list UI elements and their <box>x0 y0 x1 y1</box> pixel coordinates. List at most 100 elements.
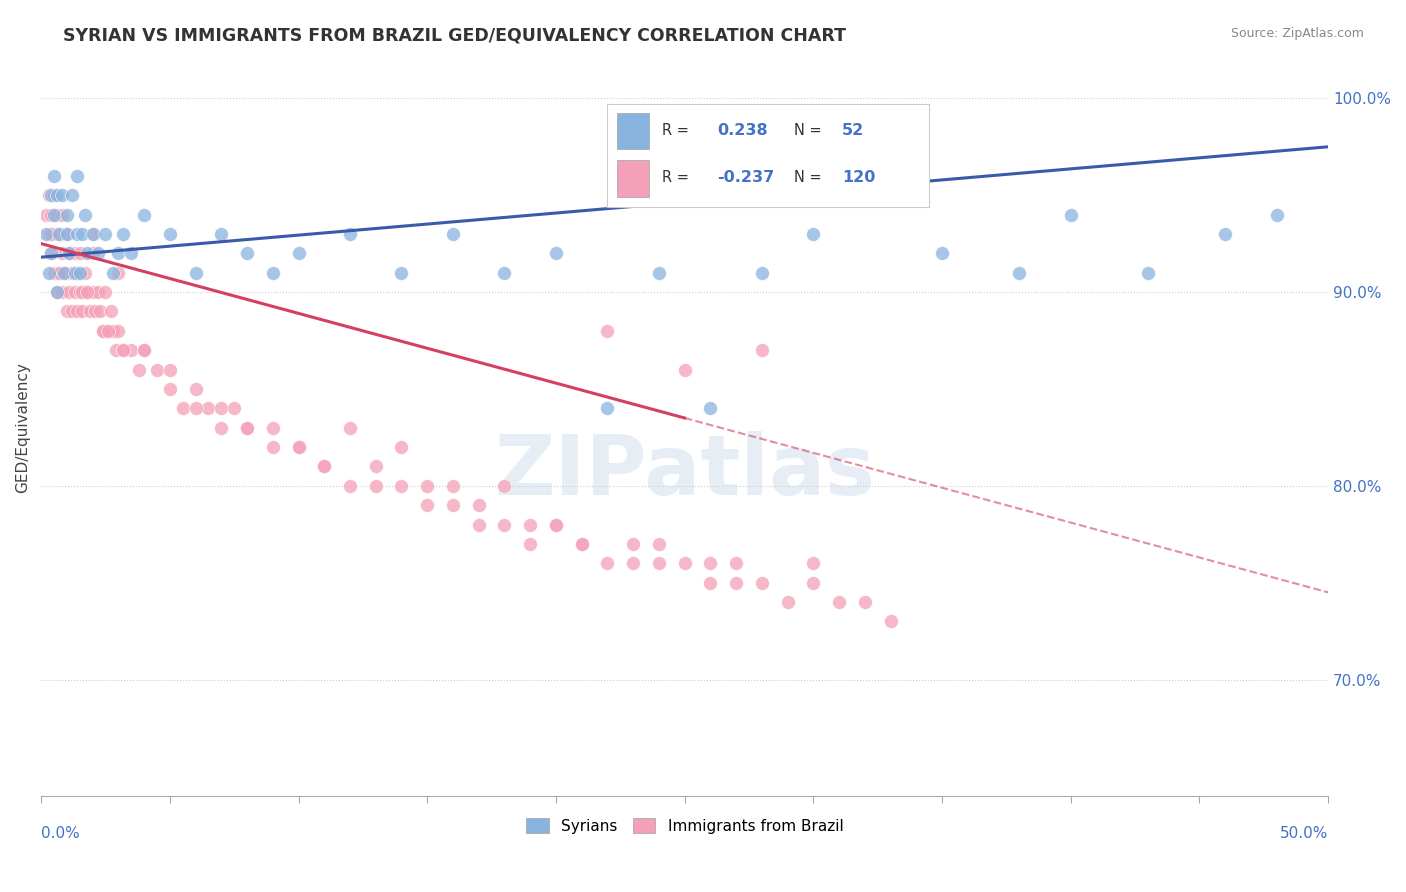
Point <box>38 188 60 202</box>
Point <box>45 188 67 202</box>
Point <box>828 595 851 609</box>
Point <box>801 575 824 590</box>
Point <box>42 188 65 202</box>
Point <box>132 208 155 222</box>
Point <box>751 343 773 358</box>
Point <box>339 420 361 434</box>
Point <box>56 227 79 241</box>
Point <box>72 304 94 318</box>
Point <box>82 285 104 299</box>
Point <box>673 362 696 376</box>
Point <box>38 227 60 241</box>
Point <box>58 285 80 299</box>
Point <box>84 304 107 318</box>
Point <box>69 285 91 299</box>
Point <box>45 227 67 241</box>
Point <box>60 304 83 318</box>
Text: ZIPatlas: ZIPatlas <box>494 432 875 512</box>
Point <box>41 188 63 202</box>
Text: 0.0%: 0.0% <box>41 826 80 841</box>
Point <box>262 266 284 280</box>
Point <box>66 304 89 318</box>
Point <box>596 556 619 570</box>
Point <box>1008 266 1031 280</box>
Point <box>184 401 207 416</box>
Point <box>648 266 671 280</box>
Point <box>1213 227 1236 241</box>
Point <box>91 324 114 338</box>
Point <box>494 266 516 280</box>
Point <box>801 227 824 241</box>
Point <box>45 285 67 299</box>
Point <box>441 498 464 512</box>
Point <box>45 285 67 299</box>
Point <box>262 420 284 434</box>
Point <box>648 556 671 570</box>
Point <box>97 324 120 338</box>
Point <box>91 324 114 338</box>
Point <box>596 324 619 338</box>
Point <box>41 208 63 222</box>
Point <box>56 266 79 280</box>
Point <box>467 517 489 532</box>
Point <box>53 266 76 280</box>
Text: Source: ZipAtlas.com: Source: ZipAtlas.com <box>1230 27 1364 40</box>
Point <box>673 556 696 570</box>
Point <box>416 479 439 493</box>
Point <box>314 459 336 474</box>
Point <box>76 285 98 299</box>
Point <box>100 304 122 318</box>
Point <box>76 246 98 260</box>
Point <box>87 246 110 260</box>
Point <box>209 420 232 434</box>
Point <box>494 479 516 493</box>
Point <box>60 266 83 280</box>
Point <box>128 362 150 376</box>
Point <box>751 266 773 280</box>
Point <box>48 227 70 241</box>
Point <box>776 595 799 609</box>
Point <box>339 227 361 241</box>
Point <box>60 188 83 202</box>
Point <box>53 266 76 280</box>
Point <box>236 420 259 434</box>
Point <box>79 304 101 318</box>
Point <box>48 227 70 241</box>
Point <box>63 285 86 299</box>
Point <box>751 575 773 590</box>
Point <box>42 169 65 183</box>
Point <box>699 401 721 416</box>
Point <box>35 208 58 222</box>
Point <box>931 246 953 260</box>
Point <box>66 169 89 183</box>
Point <box>76 285 98 299</box>
Point <box>209 401 232 416</box>
Point <box>596 401 619 416</box>
Point <box>45 208 67 222</box>
Point <box>571 537 593 551</box>
Point <box>42 266 65 280</box>
Point <box>66 227 89 241</box>
Point <box>72 285 94 299</box>
Point <box>544 517 567 532</box>
Point <box>51 285 73 299</box>
Point <box>132 343 155 358</box>
Point <box>69 266 91 280</box>
Point <box>1136 266 1159 280</box>
Point <box>159 382 181 396</box>
Point <box>236 420 259 434</box>
Point <box>87 285 110 299</box>
Point <box>58 246 80 260</box>
Point <box>879 615 901 629</box>
Point <box>1060 208 1083 222</box>
Point <box>159 362 181 376</box>
Point <box>853 595 876 609</box>
Point <box>287 440 309 454</box>
Point <box>38 266 60 280</box>
Point <box>725 575 748 590</box>
Point <box>73 266 96 280</box>
Point <box>416 498 439 512</box>
Point <box>42 188 65 202</box>
Point <box>197 401 219 416</box>
Point <box>56 304 79 318</box>
